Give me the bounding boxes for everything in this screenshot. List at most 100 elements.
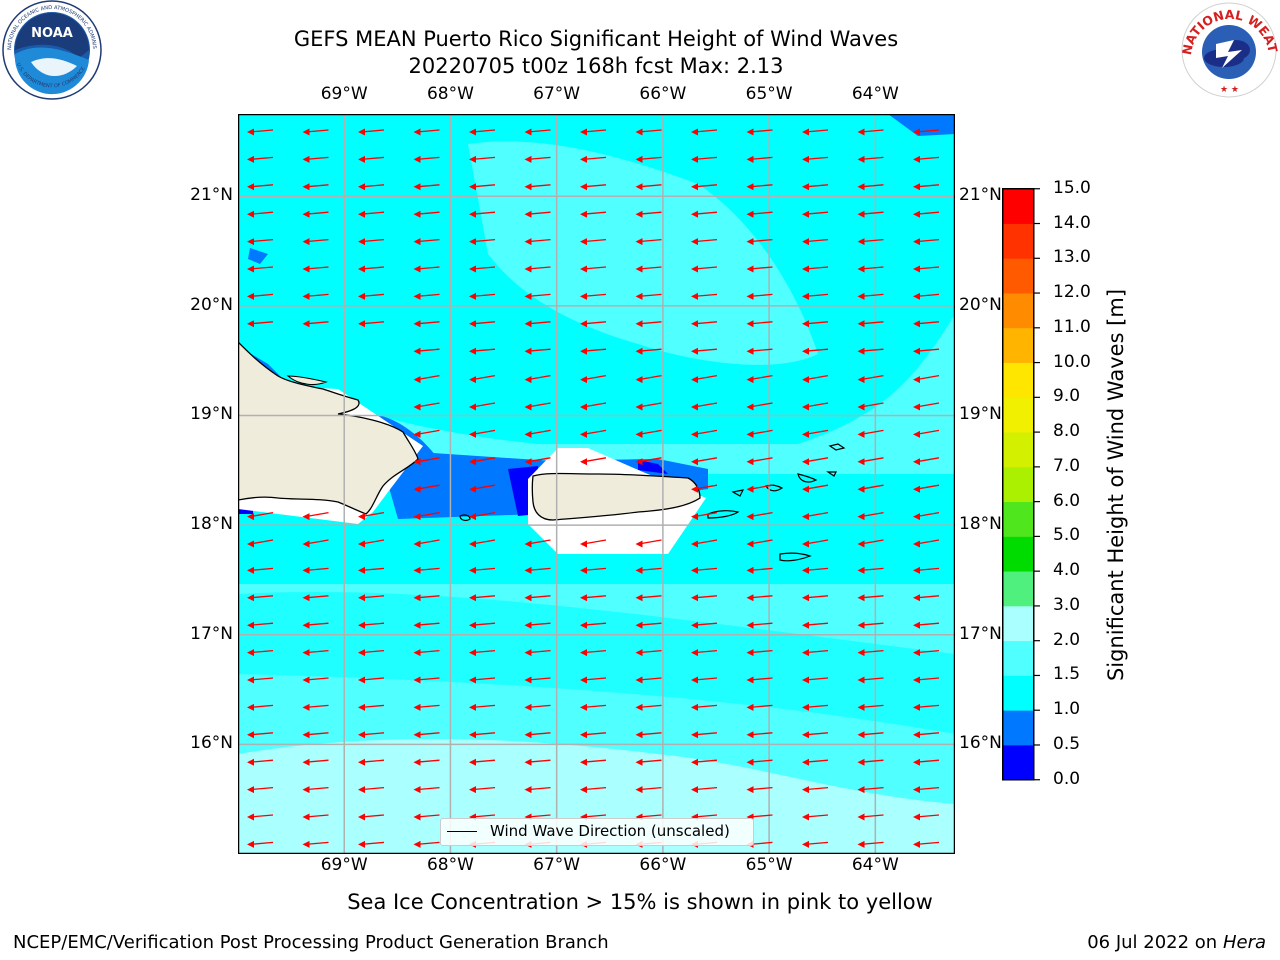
wave-direction-arrow — [913, 292, 940, 300]
wave-direction-arrow — [857, 210, 884, 218]
wave-direction-arrow — [913, 210, 940, 218]
wave-direction-arrow — [358, 594, 385, 602]
wave-direction-arrow — [635, 539, 662, 548]
wave-direction-arrow — [635, 320, 662, 328]
wave-direction-arrow — [247, 758, 274, 766]
wave-direction-arrow — [302, 676, 329, 684]
colorbar-bin — [1002, 188, 1034, 224]
wave-direction-arrow — [524, 265, 551, 273]
wave-direction-arrow — [469, 265, 496, 273]
wave-direction-arrow — [580, 786, 607, 794]
wave-direction-arrow — [857, 649, 884, 657]
lat-label-right: 21°N — [959, 185, 1002, 206]
wave-height-map — [238, 114, 955, 854]
wave-direction-arrow — [247, 128, 274, 136]
wave-direction-arrow — [913, 402, 940, 411]
wave-direction-arrow — [746, 786, 773, 794]
wave-direction-arrow — [580, 731, 607, 739]
wave-direction-arrow — [580, 429, 607, 438]
wave-direction-arrow — [302, 155, 329, 163]
wave-direction-arrow — [635, 703, 662, 711]
wave-direction-arrow — [746, 429, 773, 438]
sea-ice-note-text: Sea Ice Concentration > 15% is shown in … — [347, 890, 933, 914]
wave-direction-arrow — [413, 566, 440, 574]
wave-direction-arrow — [857, 703, 884, 711]
wave-direction-arrow — [802, 484, 829, 493]
wave-direction-arrow — [469, 484, 496, 493]
wave-direction-arrow — [524, 320, 551, 328]
wave-direction-arrow — [580, 594, 607, 602]
wave-direction-arrow — [580, 183, 607, 191]
wave-direction-arrow — [913, 155, 940, 163]
colorbar-bin — [1002, 536, 1034, 572]
wave-direction-arrow — [802, 813, 829, 821]
wave-direction-arrow — [358, 840, 385, 848]
wave-direction-arrow — [913, 539, 940, 548]
wave-direction-arrow — [302, 539, 329, 548]
wave-direction-arrow — [358, 155, 385, 163]
wave-direction-arrow — [413, 676, 440, 684]
wave-direction-arrow — [635, 758, 662, 766]
colorbar-bin — [1002, 466, 1034, 503]
lon-label: 69°W — [320, 855, 368, 875]
wave-direction-arrow — [358, 539, 385, 548]
wave-direction-arrow — [469, 155, 496, 163]
wave-direction-arrow — [691, 786, 718, 794]
wave-direction-arrow — [691, 758, 718, 766]
wave-direction-arrow — [469, 786, 496, 794]
colorbar — [1002, 188, 1040, 781]
wave-direction-arrow — [913, 429, 940, 438]
wave-direction-arrow — [247, 265, 274, 273]
wave-direction-arrow — [691, 484, 718, 493]
wave-direction-arrow — [358, 511, 385, 521]
wave-direction-arrow — [469, 183, 496, 191]
wave-direction-arrow — [469, 649, 496, 657]
wave-direction-arrow — [302, 511, 329, 521]
wave-direction-arrow — [247, 649, 274, 657]
wave-direction-arrow — [247, 210, 274, 218]
lat-label-right: 18°N — [959, 514, 1002, 535]
wave-direction-arrow — [413, 758, 440, 766]
wave-direction-arrow — [580, 210, 607, 218]
wave-direction-arrow — [802, 402, 829, 411]
wave-direction-arrow — [802, 539, 829, 548]
lon-label: 64°W — [851, 855, 899, 875]
credit-date: 06 Jul 2022 on — [1087, 932, 1223, 953]
wave-direction-arrow — [691, 128, 718, 136]
wave-direction-arrow — [524, 566, 551, 574]
wave-direction-arrow — [857, 347, 884, 355]
colorbar-bin — [1002, 293, 1034, 329]
wave-direction-arrow — [580, 649, 607, 657]
wave-direction-arrow — [635, 183, 662, 191]
noaa-logo: NOAA NATIONAL OCEANIC AND ATMOSPHERIC AD… — [1, 0, 102, 100]
wave-direction-arrow — [635, 457, 662, 466]
wave-direction-arrow — [413, 813, 440, 821]
wave-direction-arrow — [913, 566, 940, 574]
wave-direction-arrow — [302, 128, 329, 136]
wave-direction-arrow — [413, 320, 440, 328]
wave-direction-arrow — [302, 183, 329, 191]
wave-direction-arrow — [691, 210, 718, 218]
wave-direction-arrow — [802, 786, 829, 794]
wave-direction-arrow — [913, 457, 940, 466]
lat-label-right: 17°N — [959, 623, 1002, 644]
colorbar-tick-label: 8.0 — [1053, 421, 1081, 442]
colorbar-tick-label: 11.0 — [1053, 316, 1091, 337]
wave-direction-arrow — [802, 703, 829, 711]
wave-direction-arrow — [524, 786, 551, 794]
wave-direction-arrow — [691, 649, 718, 657]
wave-direction-arrow — [413, 840, 440, 848]
wave-direction-arrow — [635, 429, 662, 438]
wave-direction-arrow — [302, 594, 329, 602]
wave-direction-arrow — [802, 183, 829, 191]
wave-direction-arrow — [691, 566, 718, 574]
wave-direction-arrow — [413, 649, 440, 657]
wave-direction-arrow — [746, 594, 773, 602]
colorbar-tick-label: 2.0 — [1053, 629, 1081, 650]
wave-direction-arrow — [358, 703, 385, 711]
wave-direction-arrow — [469, 566, 496, 574]
wave-direction-arrow — [469, 347, 496, 355]
wave-direction-arrow — [413, 786, 440, 794]
wave-direction-arrow — [857, 731, 884, 739]
wave-direction-arrow — [802, 320, 829, 328]
